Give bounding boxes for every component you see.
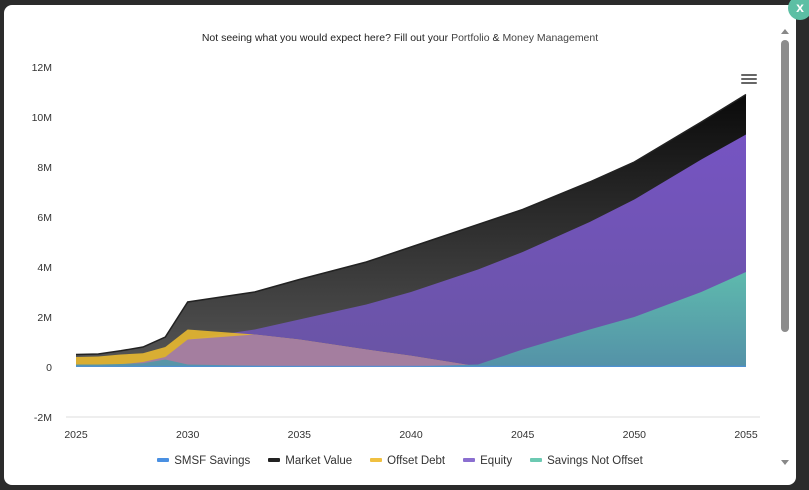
scroll-thumb[interactable] — [781, 40, 789, 332]
money-management-link[interactable]: Money Management — [502, 32, 599, 44]
area-chart: -2M 0 2M 4M 6M 8M 10M 12M 2025 2030 2035 2040 2045 2… — [32, 62, 760, 441]
hamburger-menu-icon — [741, 74, 757, 76]
close-button[interactable]: x — [788, 0, 809, 20]
close-icon: x — [796, 0, 804, 15]
y-tick-label: -2M — [34, 412, 52, 424]
y-tick-label: 0 — [46, 362, 52, 374]
area-equity[interactable] — [76, 134, 746, 368]
legend-swatch — [463, 457, 476, 462]
y-tick-label: 2M — [37, 312, 52, 324]
legend-item-smsf-savings[interactable]: SMSF Savings — [157, 455, 250, 467]
legend-item-market-value[interactable]: Market Value — [268, 455, 352, 467]
y-tick-label: 10M — [32, 112, 52, 124]
notice-ampersand: & — [489, 32, 503, 44]
x-tick-label: 2035 — [288, 429, 312, 441]
legend-item-equity[interactable]: Equity — [463, 455, 512, 467]
hamburger-menu-icon-bar — [741, 78, 757, 80]
y-tick-label: 8M — [37, 162, 52, 174]
legend-swatch — [530, 457, 543, 462]
area-savings-not-offset[interactable] — [76, 272, 746, 367]
x-tick-label: 2040 — [399, 429, 423, 441]
notice-message: Not seeing what you would expect here? F… — [201, 32, 452, 44]
x-tick-label: 2030 — [176, 429, 200, 441]
triangle-up-icon[interactable] — [781, 29, 789, 34]
y-tick-label: 12M — [32, 62, 52, 74]
triangle-down-icon[interactable] — [781, 460, 789, 465]
legend-label: Offset Debt — [387, 455, 446, 467]
hamburger-menu-icon-bar — [741, 82, 757, 84]
chart-modal: Not seeing what you would expect here? F… — [4, 5, 796, 485]
legend-item-offset-debt[interactable]: Offset Debt — [370, 455, 445, 467]
legend-swatch — [157, 457, 170, 462]
legend-label: Equity — [480, 455, 513, 467]
legend-swatch — [370, 457, 383, 462]
line-market-value — [75, 93, 747, 356]
y-tick-label: 6M — [37, 212, 52, 224]
legend-label: SMSF Savings — [174, 455, 251, 467]
notice-text: Not seeing what you would expect here? F… — [4, 32, 796, 44]
portfolio-link[interactable]: Portfolio — [451, 32, 490, 44]
area-smsf-savings[interactable] — [76, 365, 746, 367]
chart-legend: SMSF Savings Market Value Offset Debt Equit… — [4, 455, 796, 467]
legend-item-savings-not-offset[interactable]: Savings Not Offset — [530, 455, 643, 467]
area-debt-equity-overlap — [76, 334, 746, 367]
x-tick-label: 2045 — [511, 429, 535, 441]
x-tick-label: 2050 — [623, 429, 647, 441]
x-tick-label: 2055 — [734, 429, 758, 441]
y-tick-label: 4M — [37, 262, 52, 274]
legend-label: Savings Not Offset — [547, 455, 643, 467]
x-tick-label: 2025 — [64, 429, 88, 441]
legend-label: Market Value — [285, 455, 353, 467]
legend-swatch — [268, 457, 281, 462]
chart-menu-button[interactable] — [741, 72, 757, 86]
scrollbar[interactable] — [778, 25, 792, 475]
